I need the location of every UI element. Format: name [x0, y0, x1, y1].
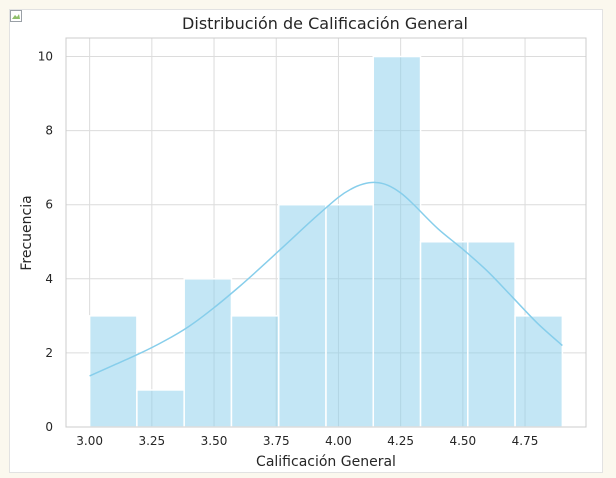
y-tick-label: 4: [45, 272, 53, 286]
y-axis-ticks: 0 2 4 6 8 10: [38, 50, 53, 434]
kde-curve: [89, 181, 563, 377]
chart-title: Distribución de Calificación General: [182, 14, 468, 33]
histogram-bar: [136, 389, 185, 428]
y-tick-label: 8: [45, 124, 53, 138]
x-tick-label: 4.50: [449, 434, 476, 448]
histogram-bar: [88, 315, 138, 428]
y-tick-label: 10: [38, 50, 53, 64]
histogram-bar: [183, 278, 233, 428]
histogram-bar: [325, 203, 375, 428]
histogram-bar: [514, 315, 564, 428]
y-tick-label: 2: [45, 346, 53, 360]
x-tick-label: 3.75: [263, 434, 290, 448]
histogram-bar: [467, 241, 516, 428]
x-tick-label: 3.00: [76, 434, 103, 448]
x-axis-label: Calificación General: [256, 454, 396, 470]
y-tick-label: 6: [45, 198, 53, 212]
x-tick-label: 3.25: [138, 434, 165, 448]
histogram-bar: [419, 241, 469, 428]
x-tick-label: 4.25: [387, 434, 414, 448]
broken-image-icon: [10, 10, 22, 22]
histogram-bar: [372, 55, 422, 428]
x-axis-ticks: 3.00 3.25 3.50 3.75 4.00 4.25 4.50 4.75: [76, 434, 538, 448]
histogram-bars: [88, 55, 564, 428]
x-tick-label: 3.50: [201, 434, 228, 448]
histogram-bar: [277, 203, 327, 428]
x-tick-label: 4.00: [325, 434, 352, 448]
plot-area-border: [65, 37, 587, 428]
y-tick-label: 0: [45, 420, 53, 434]
y-axis-label: Frecuencia: [19, 195, 35, 270]
x-tick-label: 4.75: [512, 434, 539, 448]
histogram-bar: [230, 315, 280, 428]
